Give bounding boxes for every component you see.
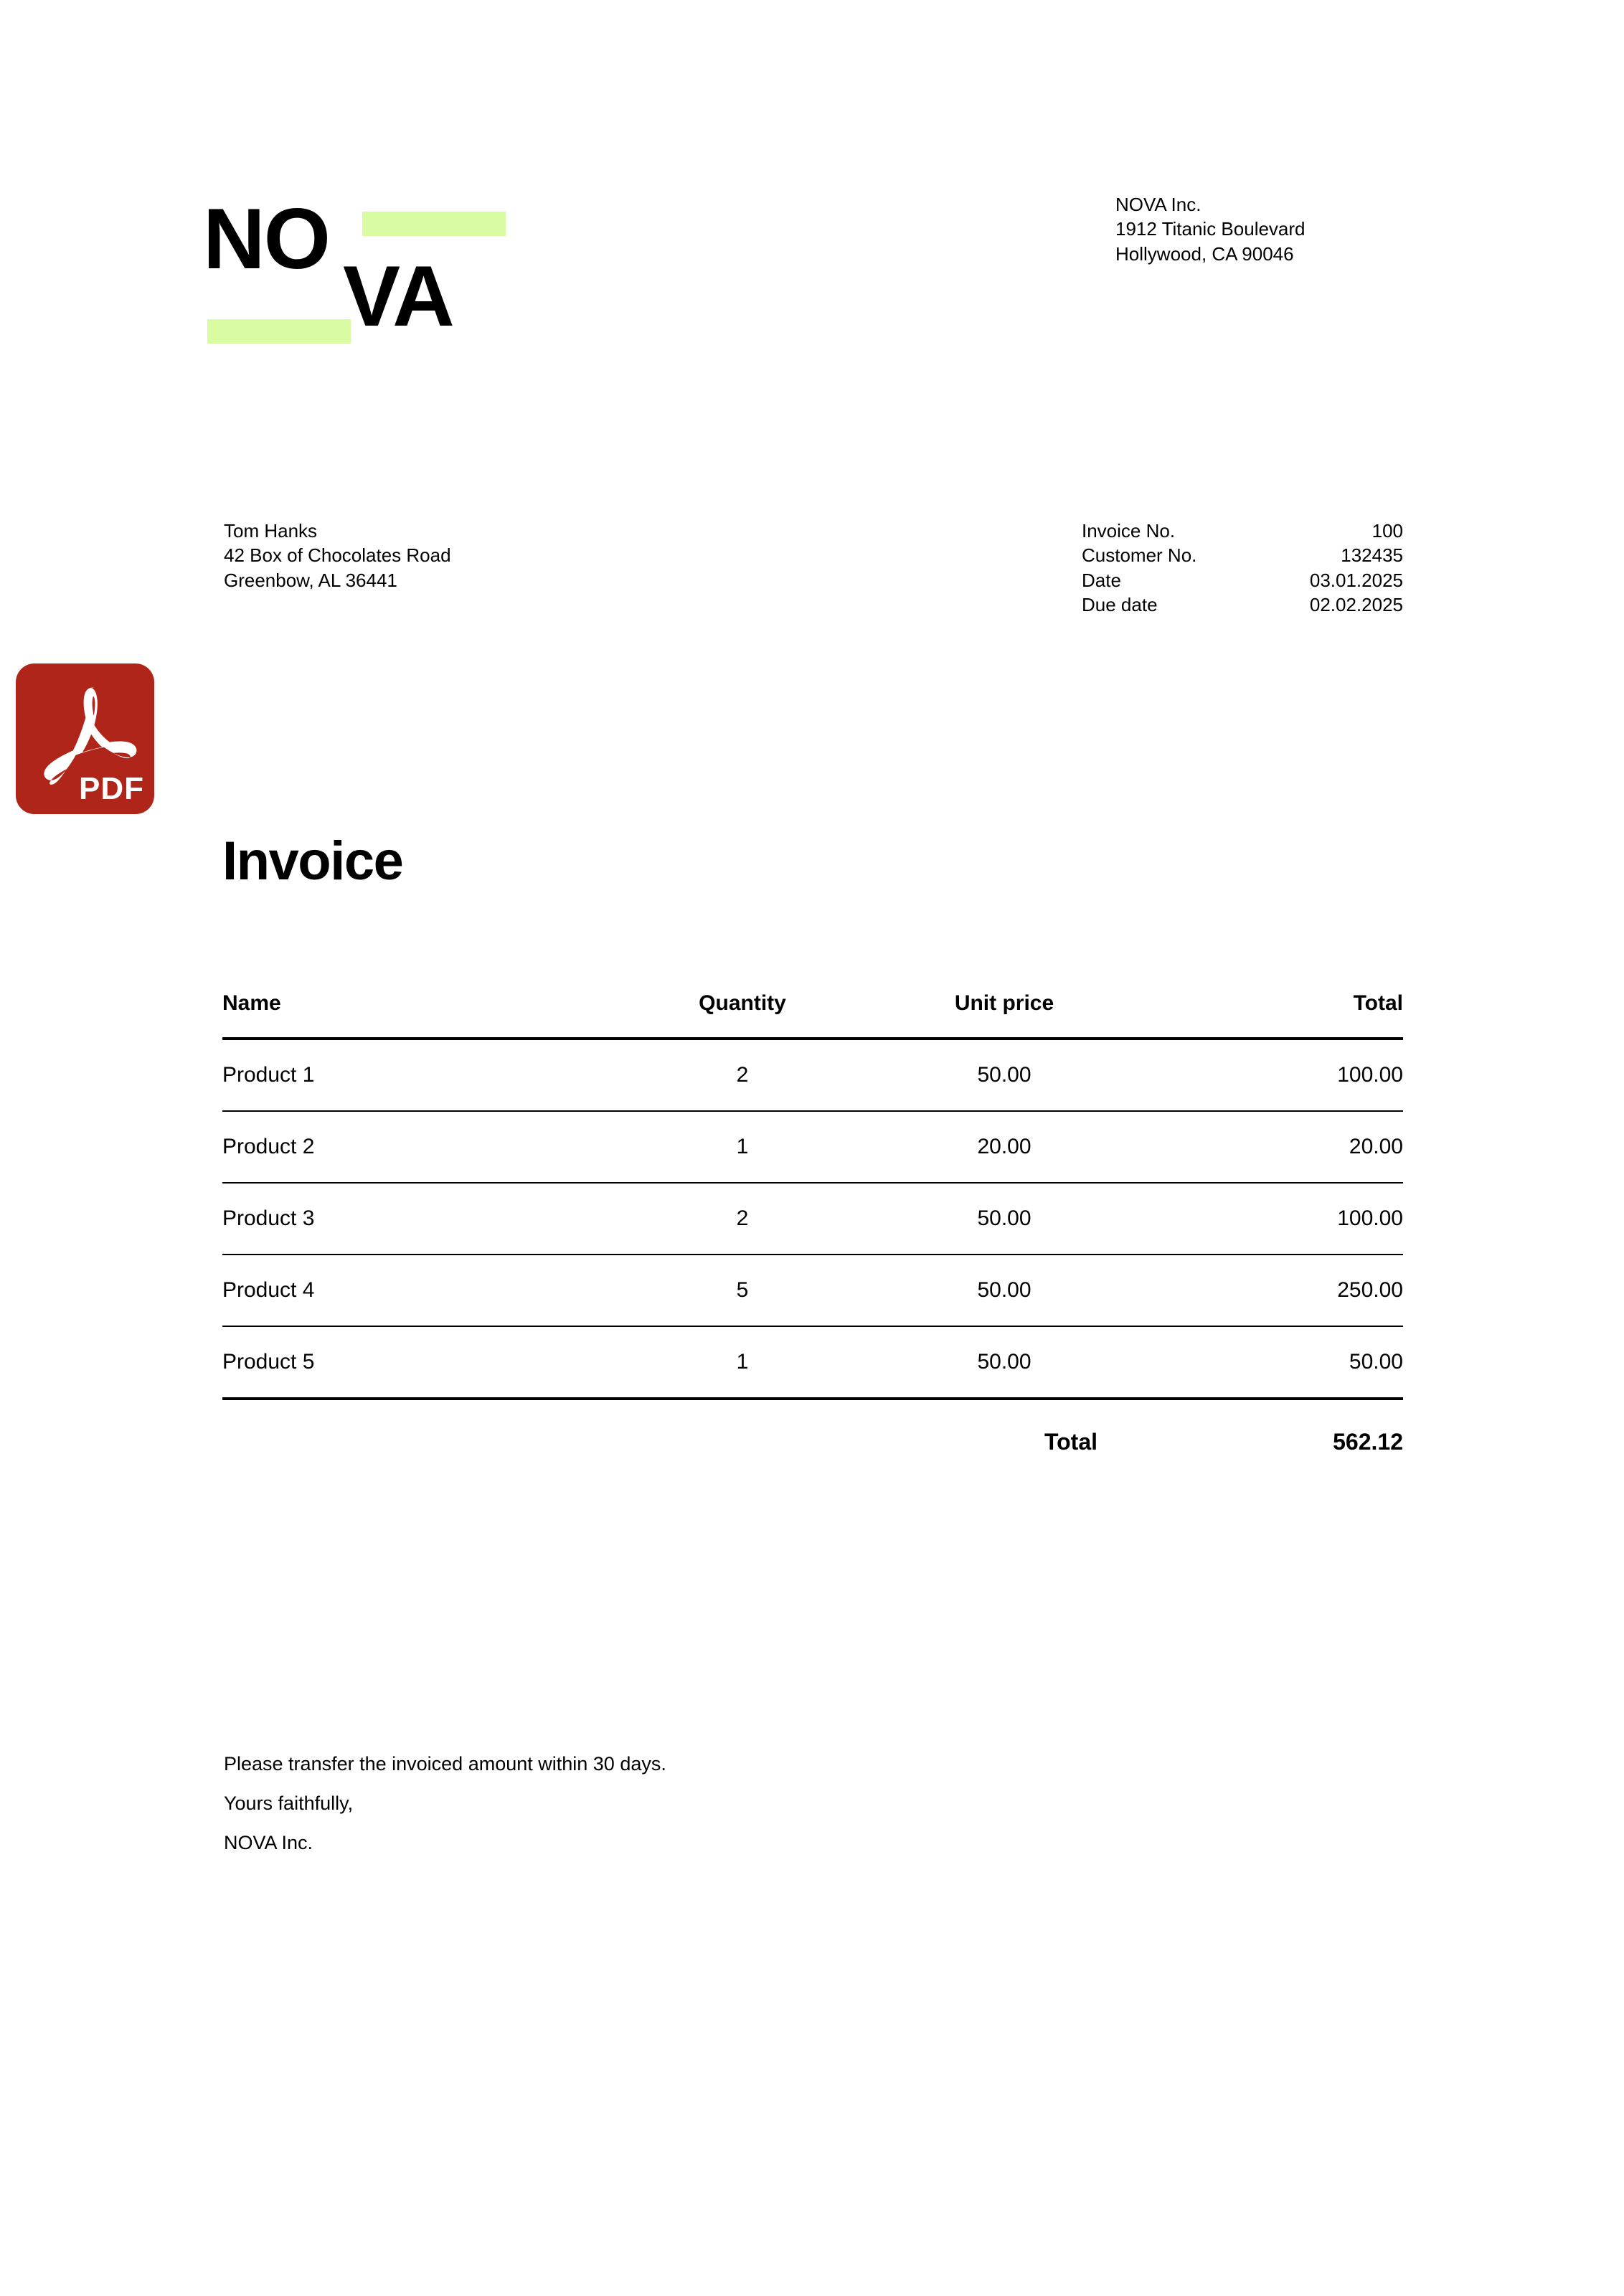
logo-accent-bar-bottom bbox=[207, 319, 351, 344]
table-row: Product 1 2 50.00 100.00 bbox=[222, 1039, 1403, 1112]
meta-label: Invoice No. bbox=[1082, 520, 1176, 542]
invoice-meta-row-invoice-no: Invoice No. 100 bbox=[1082, 519, 1403, 543]
line-items-table: Name Quantity Unit price Total Product 1… bbox=[222, 981, 1403, 1400]
recipient-address-line: Tom Hanks bbox=[224, 520, 318, 542]
cell-unit-price: 50.00 bbox=[861, 1183, 1148, 1255]
recipient-address: Tom Hanks 42 Box of Chocolates Road Gree… bbox=[224, 519, 451, 592]
table-row: Product 2 1 20.00 20.00 bbox=[222, 1111, 1403, 1184]
cell-unit-price: 50.00 bbox=[861, 1039, 1148, 1112]
company-address-line: Hollywood, CA 90046 bbox=[1115, 242, 1294, 265]
column-header-unit-price: Unit price bbox=[861, 981, 1148, 1040]
footer-note: Please transfer the invoiced amount with… bbox=[224, 1744, 666, 1862]
cell-quantity: 1 bbox=[624, 1111, 861, 1184]
page-title: Invoice bbox=[222, 831, 404, 892]
cell-total: 20.00 bbox=[1148, 1111, 1403, 1184]
column-header-total: Total bbox=[1148, 981, 1403, 1040]
meta-value: 02.02.2025 bbox=[1309, 593, 1403, 615]
invoice-meta: Invoice No. 100 Customer No. 132435 Date… bbox=[1082, 519, 1403, 617]
table-row: Product 4 5 50.00 250.00 bbox=[222, 1255, 1403, 1327]
pdf-badge-label: PDF bbox=[79, 771, 144, 806]
company-address-line: 1912 Titanic Boulevard bbox=[1115, 218, 1306, 240]
cell-unit-price: 50.00 bbox=[861, 1326, 1148, 1400]
invoice-meta-row-due-date: Due date 02.02.2025 bbox=[1082, 592, 1403, 617]
cell-quantity: 2 bbox=[624, 1039, 861, 1112]
meta-value: 03.01.2025 bbox=[1309, 569, 1403, 591]
grand-total-row: Total 562.12 bbox=[222, 1429, 1403, 1455]
cell-total: 50.00 bbox=[1148, 1326, 1403, 1400]
meta-value: 132435 bbox=[1341, 544, 1403, 567]
pdf-file-badge[interactable]: PDF bbox=[16, 663, 154, 814]
cell-unit-price: 50.00 bbox=[861, 1255, 1148, 1327]
footer-line: Please transfer the invoiced amount with… bbox=[224, 1753, 666, 1775]
cell-unit-price: 20.00 bbox=[861, 1111, 1148, 1184]
meta-label: Date bbox=[1082, 569, 1121, 591]
column-header-quantity: Quantity bbox=[624, 981, 861, 1040]
meta-value: 100 bbox=[1372, 520, 1403, 542]
grand-total-value: 562.12 bbox=[1333, 1429, 1403, 1455]
cell-name: Product 1 bbox=[222, 1039, 624, 1112]
logo-text-va: VA bbox=[343, 248, 455, 344]
cell-name: Product 5 bbox=[222, 1326, 624, 1400]
column-header-name: Name bbox=[222, 981, 624, 1040]
grand-total-label: Total bbox=[1044, 1429, 1097, 1455]
footer-line: NOVA Inc. bbox=[224, 1831, 313, 1853]
company-address-line: NOVA Inc. bbox=[1115, 194, 1202, 215]
meta-label: Due date bbox=[1082, 593, 1158, 615]
invoice-meta-row-date: Date 03.01.2025 bbox=[1082, 568, 1403, 592]
recipient-address-line: 42 Box of Chocolates Road bbox=[224, 544, 451, 567]
cell-quantity: 1 bbox=[624, 1326, 861, 1400]
cell-quantity: 5 bbox=[624, 1255, 861, 1327]
cell-name: Product 3 bbox=[222, 1183, 624, 1255]
table-header-row: Name Quantity Unit price Total bbox=[222, 981, 1403, 1040]
adobe-acrobat-icon bbox=[16, 663, 154, 814]
table-header: Name Quantity Unit price Total bbox=[222, 981, 1403, 1040]
cell-quantity: 2 bbox=[624, 1183, 861, 1255]
recipient-address-line: Greenbow, AL 36441 bbox=[224, 569, 397, 591]
meta-label: Customer No. bbox=[1082, 544, 1197, 567]
cell-name: Product 4 bbox=[222, 1255, 624, 1327]
cell-name: Product 2 bbox=[222, 1111, 624, 1184]
footer-line: Yours faithfully, bbox=[224, 1792, 354, 1814]
table-body: Product 1 2 50.00 100.00 Product 2 1 20.… bbox=[222, 1039, 1403, 1400]
table-row: Product 5 1 50.00 50.00 bbox=[222, 1326, 1403, 1400]
logo-text-no: NO bbox=[203, 191, 331, 287]
cell-total: 100.00 bbox=[1148, 1039, 1403, 1112]
cell-total: 250.00 bbox=[1148, 1255, 1403, 1327]
invoice-meta-row-customer-no: Customer No. 132435 bbox=[1082, 543, 1403, 567]
logo-accent-bar-top bbox=[362, 212, 506, 236]
brand-logo: NO VA bbox=[203, 196, 519, 350]
company-address: NOVA Inc. 1912 Titanic Boulevard Hollywo… bbox=[1115, 192, 1402, 266]
cell-total: 100.00 bbox=[1148, 1183, 1403, 1255]
table-row: Product 3 2 50.00 100.00 bbox=[222, 1183, 1403, 1255]
